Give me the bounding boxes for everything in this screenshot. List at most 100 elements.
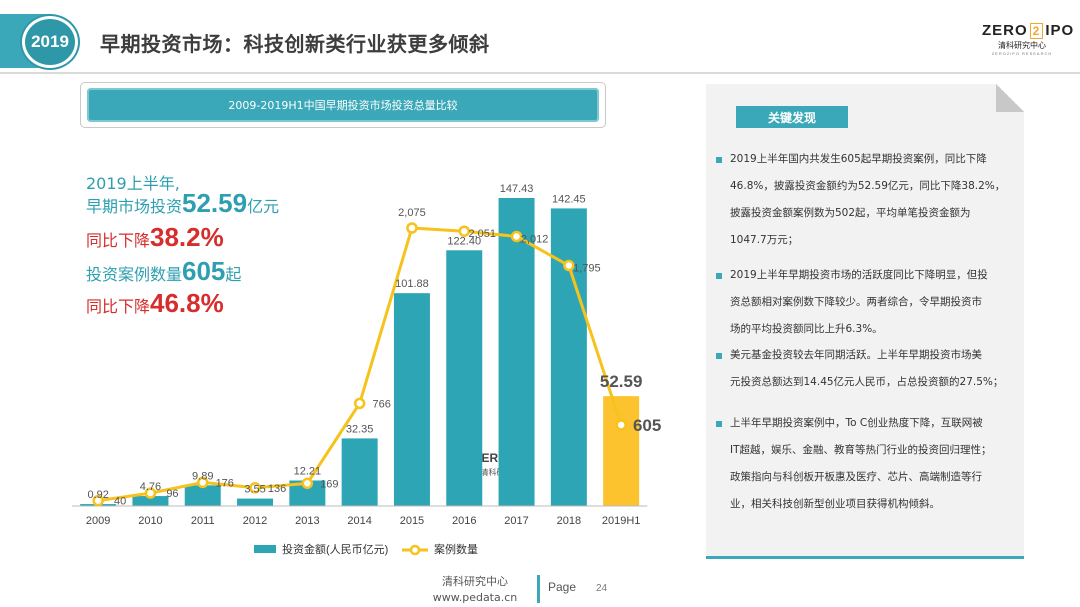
- highlight-amount-prefix: 早期市场投资: [86, 197, 183, 216]
- key-finding-line: IT超越，娱乐、金融、教育等热门行业的投资回归理性；: [730, 444, 992, 456]
- bar-2017: [498, 198, 535, 506]
- bar-label-2019H1: 52.59: [600, 372, 643, 391]
- highlight-amount-change-value: 38.2%: [150, 222, 224, 252]
- highlight-count-value: 605: [182, 256, 226, 286]
- highlight-count-change-prefix: 同比下降: [86, 297, 151, 316]
- bar-label-2017: 147.43: [500, 183, 534, 195]
- panel-bottom-rule: [706, 556, 1024, 559]
- bar-label-2018: 142.45: [552, 193, 586, 205]
- bar-label-2013: 12.21: [294, 465, 322, 477]
- line-label-2016: 2,051: [468, 228, 496, 240]
- key-finding-line: 资总额相对案例数下降较少。两者综合，令早期投资市: [730, 296, 982, 308]
- case-count-point-2012: [249, 482, 261, 494]
- line-label-2010: 96: [166, 488, 178, 500]
- case-count-point-2011: [197, 476, 209, 489]
- x-tick-2018: 2018: [557, 515, 581, 527]
- key-finding-line: 2019上半年国内共发生605起早期投资案例，同比下降: [730, 153, 987, 165]
- x-tick-2010: 2010: [138, 515, 162, 527]
- x-tick-2012: 2012: [243, 515, 267, 527]
- chart-title: 2009-2019H1中国早期投资市场投资总量比较: [87, 88, 599, 122]
- line-label-2012: 136: [268, 483, 286, 495]
- highlight-amount-change-prefix: 同比下降: [86, 231, 151, 250]
- bar-label-2014: 32.35: [346, 423, 374, 435]
- line-label-2019H1: 605: [633, 416, 661, 435]
- footer-page-label: Page: [548, 580, 577, 594]
- case-count-point-2019H1: [615, 419, 627, 431]
- bullet-icon: [716, 273, 722, 279]
- bar-label-2012: 3.55: [244, 484, 265, 496]
- bar-2015: [393, 293, 430, 506]
- zero2ipo-logo: ZERO 2 IPO 清科研究中心 ZERO2IPO RESEARCH: [982, 22, 1073, 56]
- line-label-2018: 1,795: [573, 263, 601, 275]
- highlight-line-4: 投资案例数量605起: [86, 256, 241, 287]
- investment-combo-chart: ZERO2IPO清科研究中心0.924.769.893.5512.2132.35…: [72, 183, 661, 556]
- bullet-icon: [716, 421, 722, 427]
- legend-line-label: 案例数量: [434, 542, 478, 556]
- bar-2010: [132, 496, 169, 506]
- logo-zero: ZERO: [982, 22, 1028, 39]
- key-finding-2: 2019上半年早期投资市场的活跃度同比下降明显，但投 资总额相对案例数下降较少。两…: [716, 262, 1016, 343]
- x-tick-2017: 2017: [504, 515, 528, 527]
- bar-2019H1: [603, 396, 640, 506]
- footer-divider: [537, 575, 540, 603]
- bar-label-2015: 101.88: [395, 278, 429, 290]
- case-count-point-2015: [406, 222, 418, 234]
- bar-2014: [341, 438, 378, 506]
- line-label-2017: 2,012: [521, 233, 549, 245]
- key-finding-line: 业，相关科技创新型创业项目获得机构倾斜。: [730, 498, 940, 510]
- logo-box: 2: [1029, 23, 1044, 39]
- bar-2016: [446, 250, 483, 506]
- x-tick-2013: 2013: [295, 515, 319, 527]
- logo-tagline: ZERO2IPO RESEARCH: [991, 51, 1053, 56]
- highlight-line-3: 同比下降38.2%: [86, 222, 224, 253]
- case-count-point-2013: [301, 477, 314, 490]
- logo-subtitle: 清科研究中心: [998, 41, 1046, 50]
- line-label-2013: 169: [320, 478, 338, 490]
- footer-url[interactable]: www.pedata.cn: [432, 591, 518, 604]
- key-finding-line: 2019上半年早期投资市场的活跃度同比下降明显，但投: [730, 269, 988, 281]
- case-count-point-2018: [563, 259, 575, 272]
- line-label-2014: 766: [372, 398, 390, 410]
- key-findings-heading: 关键发现: [736, 106, 848, 128]
- bar-label-2016: 122.40: [447, 235, 481, 247]
- bar-2012: [237, 498, 274, 506]
- logo-wordmark: ZERO 2 IPO: [982, 22, 1073, 39]
- highlight-count-prefix: 投资案例数量: [86, 265, 183, 284]
- highlight-line-1: 2019上半年,: [86, 174, 180, 193]
- key-finding-line: 政策指向与科创板开板惠及医疗、芯片、高端制造等行: [730, 471, 982, 483]
- line-label-2015: 2,075: [398, 207, 426, 219]
- legend-bar-swatch: [254, 545, 276, 553]
- bullet-icon: [716, 353, 722, 359]
- highlight-amount-suffix: 亿元: [247, 197, 280, 216]
- highlight-count-suffix: 起: [225, 265, 242, 284]
- x-tick-2009: 2009: [86, 515, 110, 527]
- legend-line-marker: [409, 544, 421, 556]
- key-findings-panel: 关键发现 2019上半年国内共发生605起早期投资案例，同比下降 46.8%，披露…: [706, 84, 1024, 558]
- x-tick-2014: 2014: [347, 515, 371, 527]
- key-finding-line: 46.8%，披露投资金额约为52.59亿元，同比下降38.2%，: [730, 180, 1006, 192]
- header-divider: [0, 72, 1080, 74]
- footer-org: 清科研究中心 www.pedata.cn: [420, 574, 530, 606]
- x-tick-2015: 2015: [400, 515, 424, 527]
- footer-page-number: 24: [596, 583, 608, 594]
- x-tick-2016: 2016: [452, 515, 476, 527]
- bar-label-2009: 0.92: [87, 489, 108, 501]
- line-label-2011: 176: [216, 477, 234, 489]
- key-finding-3: 美元基金投资较去年同期活跃。上半年早期投资市场美 元投资总额达到14.45亿元人民…: [716, 342, 1016, 396]
- case-count-point-2014: [353, 397, 366, 410]
- x-tick-2019H1: 2019H1: [602, 515, 641, 527]
- key-finding-line: 元投资总额达到14.45亿元人民币，占总投资额的27.5%；: [730, 376, 1004, 388]
- highlight-line-2: 早期市场投资52.59亿元: [86, 188, 279, 219]
- case-count-point-2009: [92, 494, 104, 507]
- page-title: 早期投资市场：科技创新类行业获更多倾斜: [100, 32, 490, 56]
- legend-bar-label: 投资金额(人民币亿元): [282, 542, 388, 556]
- key-finding-line: 1047.7万元；: [730, 234, 799, 246]
- case-count-point-2017: [510, 230, 523, 243]
- bullet-icon: [716, 157, 722, 163]
- highlight-line-5: 同比下降46.8%: [86, 288, 224, 319]
- case-count-point-2016: [458, 225, 470, 237]
- chart-title-frame: 2009-2019H1中国早期投资市场投资总量比较: [80, 82, 606, 128]
- x-tick-2011: 2011: [191, 515, 215, 527]
- line-label-2009: 40: [114, 496, 126, 508]
- key-finding-line: 上半年早期投资案例中，To C创业热度下降，互联网被: [730, 417, 983, 429]
